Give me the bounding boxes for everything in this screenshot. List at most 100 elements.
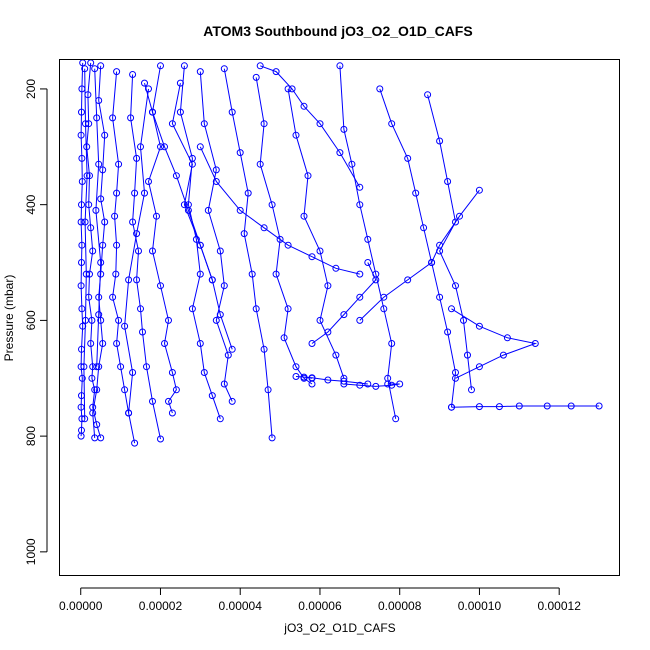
data-point	[112, 270, 120, 278]
y-tick-label: 800	[24, 426, 38, 446]
data-point	[82, 270, 90, 278]
plot-points	[77, 59, 603, 447]
data-point	[356, 381, 364, 389]
data-point	[133, 230, 141, 238]
data-point	[157, 62, 164, 70]
data-point	[133, 276, 141, 284]
data-point	[228, 345, 236, 353]
data-point	[276, 235, 284, 243]
data-point	[168, 120, 176, 128]
data-point	[356, 316, 364, 324]
data-point	[87, 340, 95, 347]
data-point	[220, 65, 228, 73]
data-point	[77, 131, 85, 139]
data-point	[145, 178, 152, 185]
data-point	[99, 241, 107, 249]
data-point	[340, 377, 348, 385]
data-point	[308, 340, 316, 347]
data-point	[89, 409, 97, 417]
data-point	[129, 218, 137, 226]
data-point	[220, 282, 228, 290]
data-point	[78, 345, 85, 353]
data-point	[388, 381, 396, 389]
data-point	[444, 178, 452, 185]
data-point	[364, 235, 372, 243]
series-line	[80, 62, 84, 437]
data-point	[85, 201, 93, 209]
data-point	[224, 351, 232, 359]
data-point	[81, 415, 89, 423]
data-point	[93, 363, 101, 371]
series-line	[92, 65, 106, 438]
data-point	[356, 201, 364, 209]
data-point	[180, 62, 188, 70]
data-point	[260, 120, 268, 128]
data-point	[85, 293, 93, 301]
data-point	[135, 247, 142, 255]
data-point	[95, 311, 103, 319]
data-point	[83, 143, 91, 151]
data-point	[80, 363, 88, 371]
series-line	[171, 83, 233, 350]
data-point	[216, 247, 224, 255]
data-point	[212, 166, 220, 174]
data-point	[78, 305, 86, 313]
data-point	[121, 322, 129, 330]
data-point	[364, 259, 372, 266]
series-line	[343, 383, 400, 387]
data-point	[77, 432, 85, 440]
data-point	[93, 386, 101, 394]
data-point	[78, 415, 86, 423]
data-point	[95, 293, 103, 301]
series-line	[94, 68, 102, 367]
series-line	[130, 74, 161, 440]
data-point	[324, 282, 332, 290]
data-point	[292, 373, 300, 380]
data-point	[208, 276, 216, 284]
data-point	[308, 374, 316, 382]
data-point	[336, 149, 344, 157]
series-line	[179, 65, 221, 419]
data-point	[284, 241, 292, 249]
x-tick-label: 0.00000	[59, 599, 103, 613]
data-point	[272, 68, 280, 76]
data-point	[260, 345, 268, 353]
data-point	[256, 62, 264, 70]
data-point	[101, 218, 109, 226]
data-point	[475, 186, 483, 194]
data-point	[452, 374, 459, 382]
data-point	[77, 282, 85, 290]
data-point	[380, 305, 388, 313]
data-point	[595, 402, 603, 410]
y-tick-label: 400	[24, 194, 38, 214]
y-axis-label: Pressure (mbar)	[2, 275, 16, 362]
plot-frame	[59, 59, 620, 576]
series-line	[223, 68, 273, 438]
data-point	[515, 402, 523, 410]
data-point	[81, 65, 89, 73]
data-point	[111, 212, 119, 220]
data-point	[272, 270, 280, 278]
series-line	[147, 65, 177, 414]
data-point	[78, 392, 85, 400]
data-point	[157, 143, 164, 151]
data-point	[340, 125, 348, 133]
data-point	[340, 311, 348, 319]
data-point	[121, 386, 129, 394]
data-point	[101, 131, 109, 139]
data-point	[91, 434, 99, 442]
data-point	[91, 65, 99, 73]
data-point	[113, 241, 121, 249]
data-point	[97, 62, 105, 70]
data-point	[78, 178, 86, 185]
data-point	[81, 218, 89, 226]
data-point	[192, 235, 200, 243]
data-point	[356, 270, 364, 278]
series-line	[124, 88, 149, 414]
data-point	[228, 397, 236, 405]
data-point	[188, 305, 196, 313]
data-point	[141, 79, 148, 87]
data-point	[236, 149, 244, 157]
data-point	[288, 85, 296, 93]
